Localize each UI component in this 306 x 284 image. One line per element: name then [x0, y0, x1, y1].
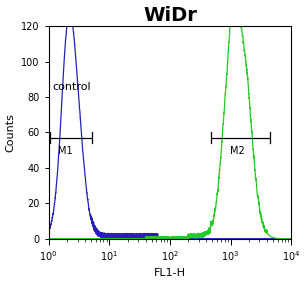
- Title: WiDr: WiDr: [143, 6, 197, 24]
- X-axis label: FL1-H: FL1-H: [154, 268, 186, 278]
- Text: M2: M2: [230, 146, 245, 156]
- Text: control: control: [52, 82, 91, 92]
- Text: M1: M1: [58, 146, 72, 156]
- Y-axis label: Counts: Counts: [6, 113, 16, 152]
